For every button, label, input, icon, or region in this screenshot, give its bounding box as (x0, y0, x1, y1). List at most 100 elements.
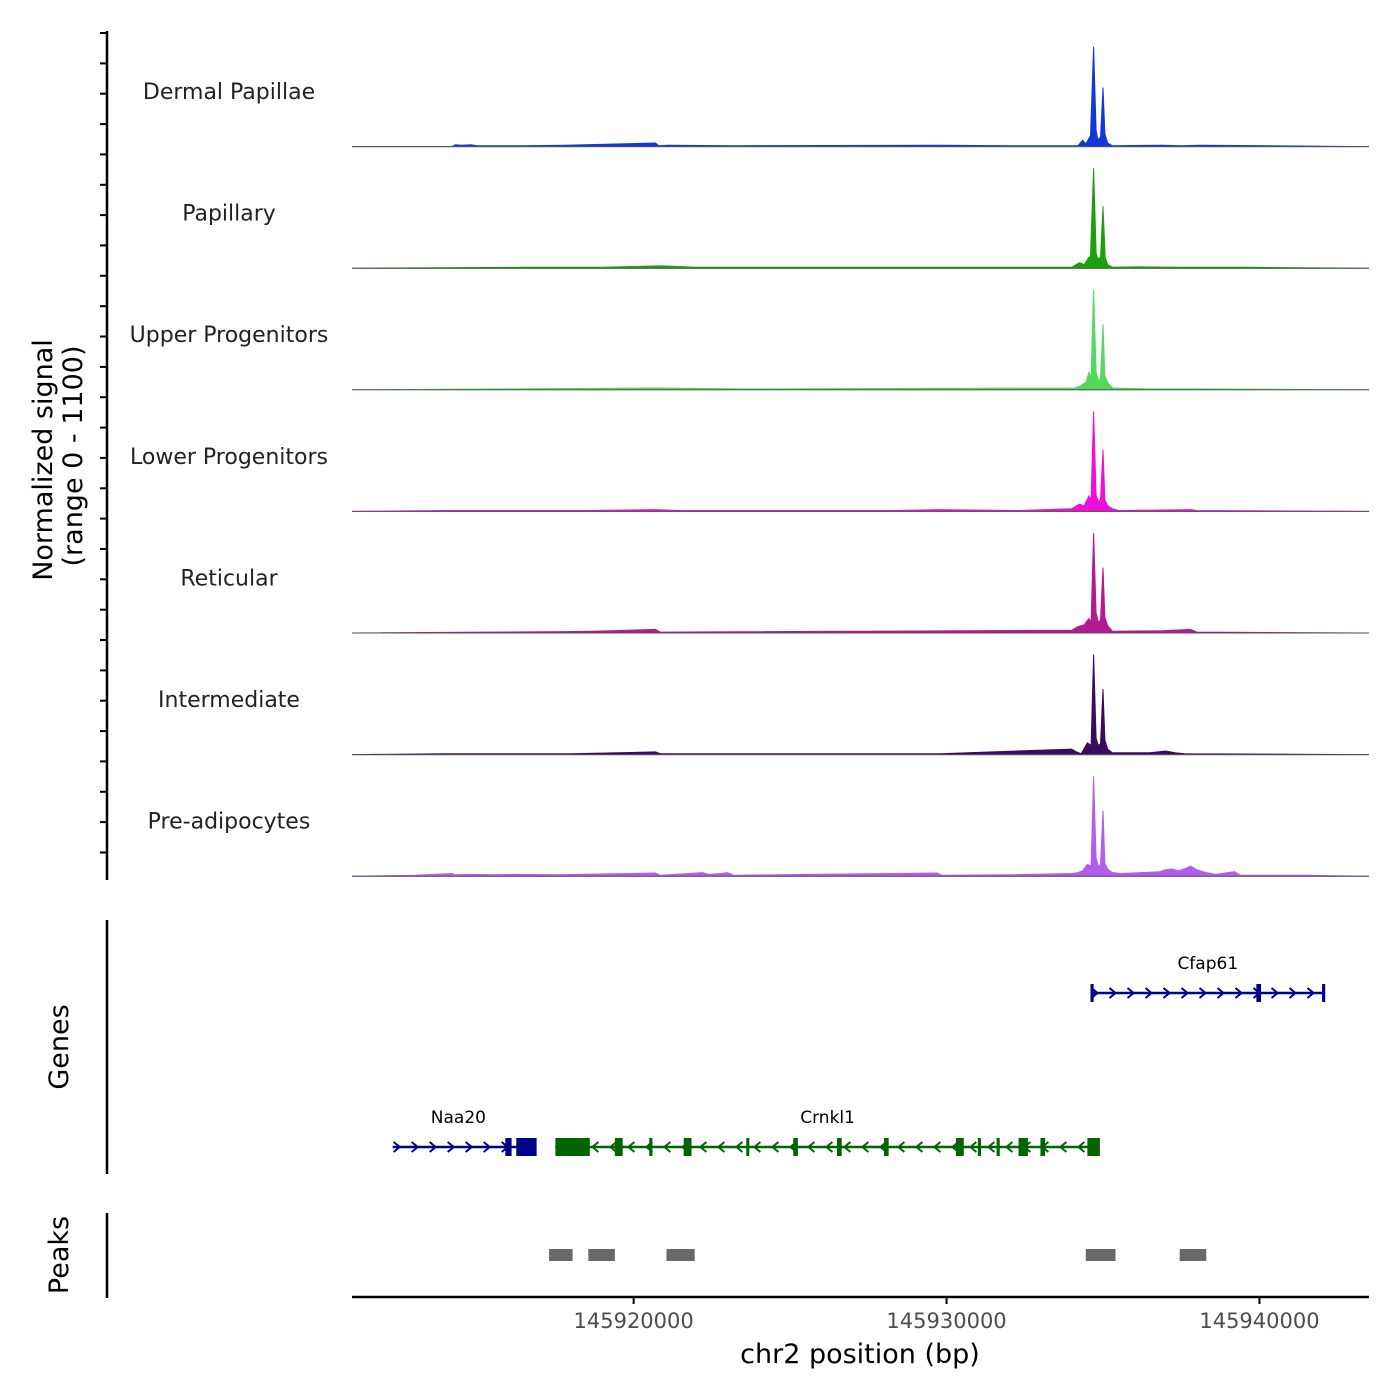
strand-arrow (986, 1141, 996, 1153)
gene-label: Naa20 (431, 1108, 486, 1128)
coverage-area (351, 411, 1370, 512)
genes-panel: Genes Naa20 Crnkl1 Cfap61 (44, 920, 1326, 1174)
coverage-tracks: Dermal Papillae Papillary Upper Progenitor… (130, 46, 1370, 877)
coverage-y-axis-range: (range 0 - 1100) (58, 346, 89, 567)
coverage-track-intermediate: Intermediate (158, 654, 1370, 756)
gene-exon (793, 1138, 798, 1156)
strand-arrow (465, 1141, 474, 1153)
strand-arrow (1058, 1141, 1068, 1153)
gene-exon (883, 1138, 889, 1156)
x-axis: 145920000 145930000 145940000 chr2 positio… (352, 1295, 1369, 1370)
strand-arrow (411, 1141, 420, 1153)
strand-arrow (1216, 987, 1226, 999)
strand-arrow (824, 1141, 834, 1153)
gene-label: Cfap61 (1177, 954, 1238, 974)
gene-exon (1090, 984, 1094, 1002)
strand-arrow (662, 1141, 672, 1153)
coverage-area (351, 654, 1370, 756)
strand-arrow (1004, 1141, 1014, 1153)
strand-arrow (968, 1141, 978, 1153)
coverage-track-pre-adipocytes: Pre-adipocytes (148, 776, 1370, 877)
strand-arrow (1162, 987, 1172, 999)
peak-regions (549, 1249, 1207, 1261)
track-label: Reticular (180, 566, 278, 591)
x-tick-label: 145930000 (886, 1309, 1006, 1333)
strand-arrow (734, 1141, 744, 1153)
gene-exon (977, 1138, 981, 1156)
gene-exon (683, 1138, 692, 1156)
x-axis-title: chr2 position (bp) (740, 1339, 980, 1370)
strand-arrow (1198, 987, 1208, 999)
gene-exon (955, 1138, 964, 1156)
strand-arrow (806, 1141, 816, 1153)
strand-arrow (1076, 1141, 1086, 1153)
strand-arrow (483, 1141, 492, 1153)
coverage-track-upper-progenitors: Upper Progenitors (130, 289, 1370, 391)
track-label: Upper Progenitors (130, 323, 329, 348)
coverage-track-papillary: Papillary (182, 168, 1370, 269)
peak-region (1085, 1249, 1116, 1261)
strand-arrow (1234, 987, 1244, 999)
strand-arrow (1108, 987, 1118, 999)
x-tick-label: 145920000 (574, 1309, 694, 1333)
gene-cfap61: Cfap61 (1090, 954, 1326, 1002)
strand-arrow (608, 1141, 618, 1153)
gene-crnkl1: Crnkl1 (554, 1108, 1100, 1156)
gene-exon (1087, 1138, 1100, 1156)
strand-arrow (1288, 987, 1298, 999)
strand-arrow (626, 1141, 636, 1153)
peaks-y-axis-title: Peaks (44, 1216, 75, 1294)
gene-exon (614, 1138, 623, 1156)
strand-arrow (1180, 987, 1190, 999)
genes-y-axis-title: Genes (44, 1004, 75, 1089)
peak-region (1179, 1249, 1207, 1261)
gene-exon (1256, 984, 1262, 1002)
gene-exon (516, 1138, 537, 1156)
gene-label: Crnkl1 (800, 1108, 855, 1128)
strand-arrow (590, 1141, 600, 1153)
strand-arrow (932, 1141, 942, 1153)
strand-arrow (698, 1141, 708, 1153)
x-axis-ticks: 145920000 145930000 145940000 (574, 1297, 1320, 1333)
gene-exon (1018, 1138, 1028, 1156)
strand-arrow (429, 1141, 438, 1153)
coverage-area (351, 168, 1370, 269)
strand-arrow (1306, 987, 1316, 999)
gene-exon (837, 1138, 842, 1156)
coverage-area (351, 532, 1370, 634)
peak-region (588, 1249, 615, 1261)
gene-exon (996, 1138, 1000, 1156)
gene-exon (746, 1138, 750, 1156)
gene-exon (555, 1138, 590, 1156)
coverage-y-axis (100, 31, 109, 880)
strand-arrow (842, 1141, 852, 1153)
track-label: Lower Progenitors (130, 445, 328, 470)
gene-exon (505, 1138, 512, 1156)
peak-region (549, 1249, 573, 1261)
strand-arrow (896, 1141, 906, 1153)
strand-arrow (770, 1141, 780, 1153)
gene-models: Naa20 Crnkl1 Cfap61 (392, 954, 1326, 1156)
strand-arrow (860, 1141, 870, 1153)
strand-arrow (752, 1141, 762, 1153)
coverage-track-dermal-papillae: Dermal Papillae (143, 46, 1370, 148)
strand-arrow (393, 1141, 402, 1153)
strand-arrow (1270, 987, 1280, 999)
peak-region (666, 1249, 695, 1261)
strand-arrow (914, 1141, 924, 1153)
coverage-area (351, 289, 1370, 391)
track-label: Intermediate (158, 688, 300, 713)
track-label: Dermal Papillae (143, 80, 315, 105)
strand-arrow (447, 1141, 456, 1153)
strand-arrow (1126, 987, 1136, 999)
coverage-area (351, 776, 1370, 877)
coverage-panel: Normalized signal (range 0 - 1100) Derma… (28, 31, 1370, 880)
gene-exon (1322, 984, 1326, 1002)
gene-exon (649, 1138, 653, 1156)
strand-arrow (1144, 987, 1154, 999)
coverage-track-reticular: Reticular (180, 532, 1370, 634)
gene-exon (1040, 1138, 1046, 1156)
peaks-panel: Peaks (44, 1213, 1207, 1298)
track-label: Papillary (182, 202, 276, 227)
